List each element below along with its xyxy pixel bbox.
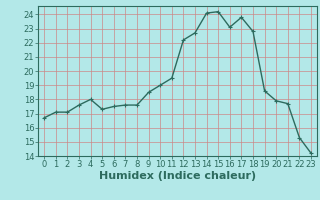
X-axis label: Humidex (Indice chaleur): Humidex (Indice chaleur) [99,171,256,181]
